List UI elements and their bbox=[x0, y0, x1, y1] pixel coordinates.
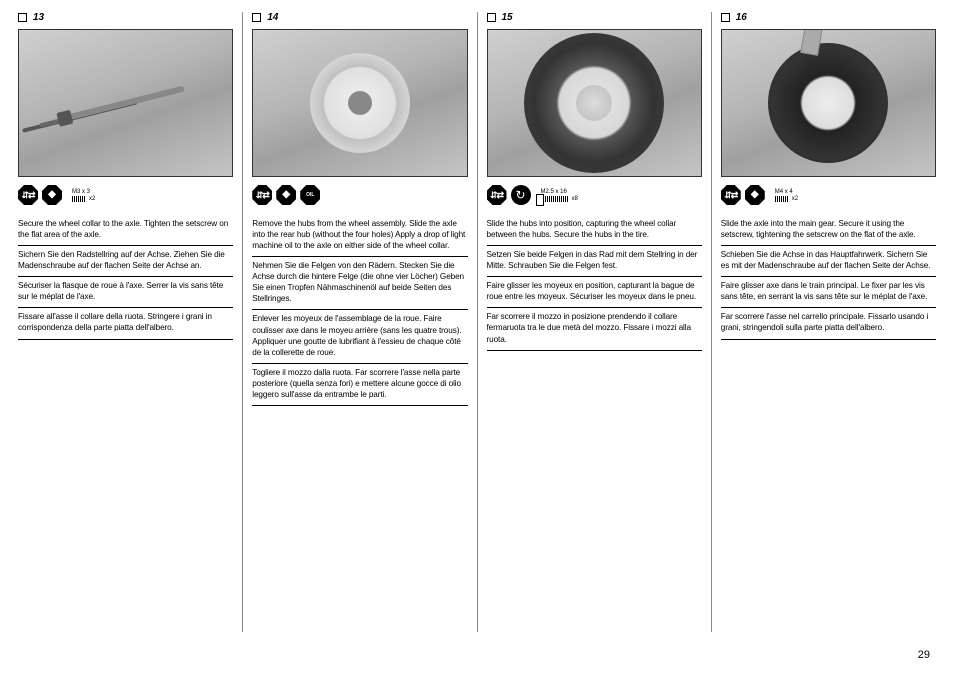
step-photo-13 bbox=[18, 29, 233, 177]
instruction-columns: 13 M3 x 3 x2 Secure the wheel collar to … bbox=[18, 12, 936, 632]
hardware-label: M3 x 3 bbox=[72, 189, 90, 195]
step-column-16: 16 M4 x 4 x2 Slide the axle into the mai… bbox=[711, 12, 936, 632]
page-number: 29 bbox=[918, 649, 930, 661]
step-number: 16 bbox=[736, 12, 747, 23]
instruction-de: Sichern Sie den Radstellring auf der Ach… bbox=[18, 246, 233, 277]
tag-icon bbox=[745, 185, 765, 205]
checkbox-icon bbox=[252, 13, 261, 22]
instruction-en: Remove the hubs from the wheel assembly.… bbox=[252, 215, 467, 257]
hardware-spec: M2.5 x 16 x8 bbox=[541, 189, 578, 202]
icon-row: M4 x 4 x2 bbox=[721, 183, 936, 207]
step-header: 14 bbox=[252, 12, 467, 23]
step-header: 13 bbox=[18, 12, 233, 23]
instruction-de: Nehmen Sie die Felgen von den Rädern. St… bbox=[252, 257, 467, 310]
mirror-icon bbox=[721, 185, 741, 205]
step-number: 14 bbox=[267, 12, 278, 23]
step-column-13: 13 M3 x 3 x2 Secure the wheel collar to … bbox=[18, 12, 242, 632]
step-number: 15 bbox=[502, 12, 513, 23]
tag-icon bbox=[42, 185, 62, 205]
step-number: 13 bbox=[33, 12, 44, 23]
hardware-spec: M3 x 3 x2 bbox=[72, 189, 95, 202]
hardware-spec: M4 x 4 x2 bbox=[775, 189, 798, 202]
mirror-icon bbox=[487, 185, 507, 205]
rotate-icon: ↻ bbox=[511, 185, 531, 205]
instruction-fr: Sécuriser la flasque de roue à l'axe. Se… bbox=[18, 277, 233, 308]
screw-icon bbox=[775, 196, 789, 202]
hardware-label: M2.5 x 16 bbox=[541, 189, 567, 195]
instruction-en: Slide the hubs into position, capturing … bbox=[487, 215, 702, 246]
instruction-fr: Faire glisser axe dans le train principa… bbox=[721, 277, 936, 308]
checkbox-icon bbox=[721, 13, 730, 22]
step-header: 16 bbox=[721, 12, 936, 23]
instruction-it: Far scorrere il mozzo in posizione prend… bbox=[487, 308, 702, 350]
hardware-qty: x2 bbox=[89, 196, 95, 202]
instruction-fr: Faire glisser les moyeux en position, ca… bbox=[487, 277, 702, 308]
tag-icon bbox=[276, 185, 296, 205]
screw-icon bbox=[541, 196, 569, 202]
hardware-shape: x2 bbox=[72, 196, 95, 202]
screw-icon bbox=[72, 196, 86, 202]
instruction-it: Fissare all'asse il collare della ruota.… bbox=[18, 308, 233, 339]
icon-row: ↻ M2.5 x 16 x8 bbox=[487, 183, 702, 207]
checkbox-icon bbox=[18, 13, 27, 22]
step-column-15: 15 ↻ M2.5 x 16 x8 Slide the hubs into po… bbox=[477, 12, 711, 632]
hardware-qty: x2 bbox=[792, 196, 798, 202]
mirror-icon bbox=[252, 185, 272, 205]
mirror-icon bbox=[18, 185, 38, 205]
instruction-fr: Enlever les moyeux de l'assemblage de la… bbox=[252, 310, 467, 363]
instruction-en: Secure the wheel collar to the axle. Tig… bbox=[18, 215, 233, 246]
step-header: 15 bbox=[487, 12, 702, 23]
hardware-qty: x8 bbox=[572, 196, 578, 202]
step-photo-16 bbox=[721, 29, 936, 177]
hardware-shape: x8 bbox=[541, 196, 578, 202]
instruction-it: Togliere il mozzo dalla ruota. Far scorr… bbox=[252, 364, 467, 406]
step-column-14: 14 OIL Remove the hubs from the wheel as… bbox=[242, 12, 476, 632]
icon-row: OIL bbox=[252, 183, 467, 207]
instruction-it: Far scorrere l'asse nel carrello princip… bbox=[721, 308, 936, 339]
instruction-de: Schieben Sie die Achse in das Hauptfahrw… bbox=[721, 246, 936, 277]
instruction-de: Setzen Sie beide Felgen in das Rad mit d… bbox=[487, 246, 702, 277]
step-photo-14 bbox=[252, 29, 467, 177]
instruction-en: Slide the axle into the main gear. Secur… bbox=[721, 215, 936, 246]
checkbox-icon bbox=[487, 13, 496, 22]
icon-row: M3 x 3 x2 bbox=[18, 183, 233, 207]
oil-icon: OIL bbox=[300, 185, 320, 205]
hardware-label: M4 x 4 bbox=[775, 189, 793, 195]
step-photo-15 bbox=[487, 29, 702, 177]
hardware-shape: x2 bbox=[775, 196, 798, 202]
